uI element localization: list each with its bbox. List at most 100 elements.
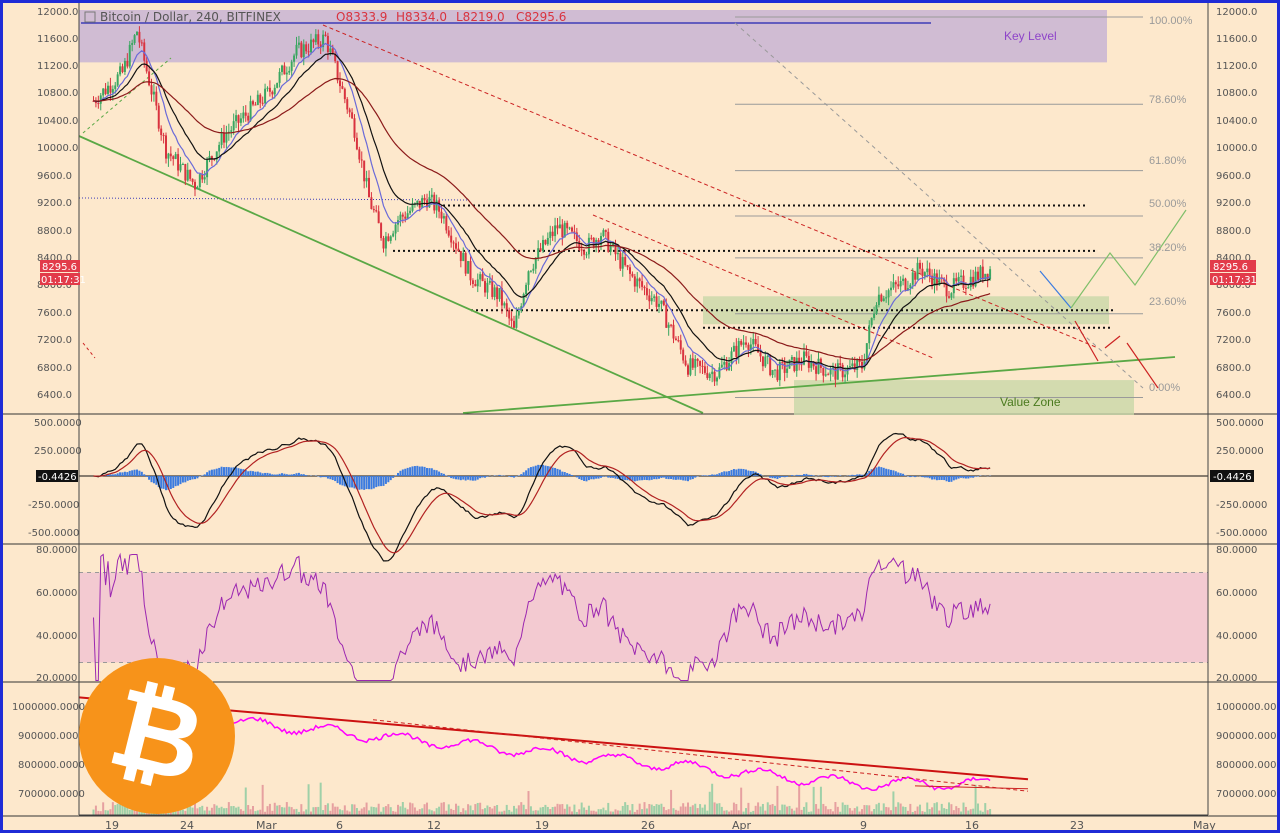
macd-histogram-bar (324, 476, 327, 478)
x-tick: 6 (336, 819, 343, 832)
volume-bar (500, 811, 503, 815)
candle-body (515, 315, 518, 328)
volume-bar (655, 804, 658, 815)
candle-body (389, 236, 392, 241)
candle-body (633, 276, 636, 287)
candle-body (479, 274, 482, 280)
candle-body (442, 216, 445, 219)
volume-bar (573, 804, 576, 815)
macd-histogram-bar (416, 465, 419, 476)
volume-bar (285, 802, 288, 815)
fib-diagonal (734, 22, 1144, 389)
candle-body (360, 159, 363, 161)
macd-histogram-bar (206, 472, 209, 476)
candle-body (493, 287, 496, 297)
candle-body (368, 177, 370, 198)
macd-histogram-bar (955, 476, 958, 480)
volume-bar (933, 803, 936, 815)
volume-bar (370, 806, 373, 815)
volume-bar (571, 811, 573, 815)
candle-body (382, 238, 385, 249)
macd-histogram-bar (517, 475, 520, 476)
macd-histogram-bar (716, 474, 718, 476)
volume-bar (972, 808, 975, 815)
candle-body (822, 367, 825, 376)
rsi-band (79, 572, 1208, 663)
macd-histogram-bar (645, 476, 648, 481)
collapse-icon[interactable] (84, 11, 96, 23)
x-tick: May (1193, 819, 1216, 832)
volume-bar (527, 791, 530, 815)
candle-body (798, 357, 801, 365)
volume-bar (341, 810, 344, 815)
price-tick: 8800.0 (1216, 226, 1251, 237)
macd-histogram-bar (638, 476, 641, 481)
candle-body (194, 181, 196, 190)
volume-bar (701, 807, 704, 815)
candle-body (938, 277, 941, 286)
macd-histogram-bar (196, 476, 199, 479)
macd-histogram-bar (529, 467, 532, 476)
macd-histogram-bar (384, 476, 387, 484)
candle-body (899, 281, 902, 287)
volume-bar (650, 804, 653, 815)
macd-histogram-bar (897, 472, 900, 476)
volume-bar (520, 802, 523, 815)
candle-body (626, 265, 629, 268)
macd-histogram-bar (399, 470, 402, 476)
macd-histogram-bar (952, 476, 955, 481)
candle-body (653, 296, 656, 299)
volume-bar (911, 811, 914, 815)
macd-histogram-bar (339, 476, 341, 485)
countdown-badge (1210, 273, 1256, 285)
candle-body (829, 368, 832, 375)
candle-body (266, 87, 269, 89)
candle-body (759, 352, 762, 357)
volume-bar (428, 809, 431, 815)
candle-body (186, 169, 189, 181)
candle-body (943, 278, 946, 282)
volume-bar (121, 802, 124, 815)
macd-histogram-bar (532, 466, 535, 476)
macd-histogram-bar (803, 474, 805, 476)
volume-bar (682, 803, 685, 815)
candle-body (264, 88, 267, 104)
candle-body (967, 287, 970, 289)
volume-bar (795, 807, 798, 815)
volume-bar (322, 810, 325, 815)
macd-histogram-bar (631, 476, 634, 481)
candle-body (658, 303, 660, 307)
candle-body (587, 237, 590, 255)
volume-bar (510, 811, 513, 815)
volume-bar (522, 804, 525, 815)
macd-histogram-bar (397, 472, 399, 476)
candle-body (933, 273, 936, 286)
price-tick: 11600.0 (1216, 34, 1257, 45)
volume-bar (508, 809, 511, 815)
volume-bar (916, 806, 919, 815)
volume-bar (902, 806, 905, 815)
volume-bar (496, 805, 499, 815)
candle-body (114, 85, 117, 90)
trading-chart[interactable]: Bitcoin / Dollar, 240, BITFINEX O8333.9 … (3, 3, 1280, 833)
candle-body (109, 85, 112, 93)
macd-histogram-bar (549, 466, 552, 476)
macd-histogram-bar (111, 474, 114, 476)
macd-histogram-bar (931, 476, 934, 480)
volume-bar (894, 806, 897, 815)
macd-histogram-bar (476, 476, 479, 480)
macd-histogram-bar (447, 476, 450, 477)
axes-layer (78, 3, 1209, 816)
candle-body (239, 118, 242, 123)
macd-histogram-bar (861, 474, 863, 476)
candle-body (870, 317, 873, 326)
candles-layer[interactable] (92, 26, 992, 388)
macd-histogram-bar (687, 476, 689, 482)
macd-histogram-bar (783, 476, 786, 478)
macd-histogram-bar (283, 473, 286, 476)
candle-body (624, 257, 627, 266)
volume-bar (723, 810, 726, 815)
macd-histogram-bar (464, 476, 467, 481)
macd-histogram-bar (172, 476, 175, 488)
candle-body (817, 358, 820, 374)
